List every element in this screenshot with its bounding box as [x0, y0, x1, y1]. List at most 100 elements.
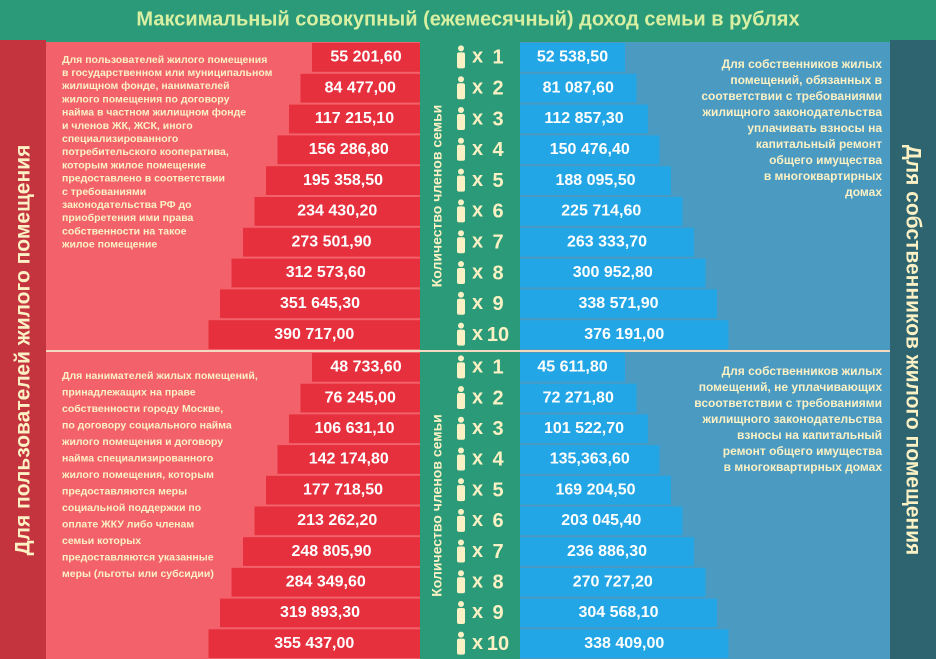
icon-head: [458, 600, 464, 607]
icon-head: [458, 386, 464, 393]
icon-body: [457, 114, 465, 130]
left-value: 390 717,00: [274, 326, 354, 343]
left-value: 177 718,50: [303, 481, 383, 498]
right-bar: [520, 414, 648, 444]
left-bar: [243, 227, 420, 257]
right-bar: [520, 258, 706, 288]
right-bar: [520, 320, 729, 349]
person-icon: [457, 416, 465, 440]
icon-body: [457, 515, 465, 532]
right-description: капитальный ремонт: [756, 137, 882, 151]
right-value: 338 571,90: [578, 295, 658, 312]
right-bar: [520, 43, 625, 72]
person-icon: [457, 355, 465, 379]
right-value: 304 568,10: [578, 604, 658, 621]
member-count: 1: [492, 357, 503, 379]
left-value: 142 174,80: [309, 451, 389, 468]
left-bar: [220, 598, 420, 628]
right-value: 150 476,40: [550, 141, 630, 158]
left-value: 284 349,60: [286, 573, 366, 590]
times-sign: x: [472, 169, 483, 191]
left-value: 273 501,90: [291, 233, 371, 250]
person-icon: [457, 168, 465, 192]
person-icon: [457, 45, 465, 69]
right-description: взносы на капитальный: [737, 428, 882, 442]
icon-body: [457, 144, 465, 161]
left-bar: [277, 445, 420, 474]
icon-head: [458, 570, 464, 577]
person-icon: [457, 291, 465, 315]
left-description: законодательства РФ до: [62, 199, 192, 211]
center-column: [420, 42, 520, 350]
left-value: 55 201,60: [330, 49, 401, 66]
member-count: 6: [492, 510, 503, 532]
left-bar: [289, 104, 420, 134]
right-description: всоответствии с требованиями: [694, 396, 882, 410]
left-value: 319 893,30: [280, 604, 360, 621]
icon-body: [457, 423, 465, 440]
left-description: предоставляются меры: [62, 485, 187, 497]
left-value: 117 215,10: [315, 110, 394, 127]
left-description: жилого помещения по договору: [61, 93, 230, 105]
times-sign: x: [472, 632, 483, 654]
left-bar: [312, 353, 420, 382]
icon-head: [458, 478, 464, 485]
left-description: жилищном фонде, нанимателей: [61, 80, 230, 92]
left-description: приобретения ими права: [62, 212, 194, 224]
icon-body: [457, 546, 465, 563]
right-description: жилищного законодательства: [702, 412, 883, 426]
right-value: 135,363,60: [550, 451, 630, 468]
left-bar: [289, 414, 420, 444]
right-bar: [520, 289, 717, 319]
person-icon: [457, 137, 465, 161]
right-description: Для собственников жилых: [722, 364, 883, 378]
left-description: жилое помещение: [61, 239, 157, 251]
icon-head: [458, 416, 464, 423]
icon-body: [457, 329, 465, 346]
right-description: в многоквартирных: [764, 169, 882, 183]
left-value: 84 477,00: [325, 79, 396, 96]
left-bar: [231, 567, 420, 597]
person-icon: [457, 508, 465, 532]
member-count: 9: [492, 602, 503, 624]
icon-body: [457, 362, 465, 379]
icon-head: [458, 137, 464, 144]
left-description: специализированного: [62, 133, 178, 145]
center-column: [420, 352, 520, 659]
right-description: уплачивать взносы на: [747, 121, 882, 135]
right-description: соответствии с требованиями: [701, 89, 882, 103]
icon-body: [457, 206, 465, 223]
member-count: 2: [492, 77, 503, 99]
right-bar: [520, 629, 729, 658]
right-value: 236 886,30: [567, 543, 647, 560]
icon-head: [458, 539, 464, 546]
center-label: Количество членов семьи: [429, 414, 445, 597]
icon-body: [457, 607, 465, 624]
left-description: жилого помещения и договору: [61, 436, 223, 448]
times-sign: x: [472, 509, 483, 531]
right-value: 169 204,50: [555, 481, 635, 498]
left-value: 48 733,60: [330, 359, 401, 376]
left-value: 195 358,50: [303, 172, 383, 189]
member-count: 8: [492, 572, 503, 594]
right-value: 112 857,30: [544, 110, 623, 127]
left-bar: [300, 73, 420, 103]
left-description: собственности городу Москве,: [62, 403, 223, 415]
right-value: 263 333,70: [567, 233, 647, 250]
left-description: Для нанимателей жилых помещений,: [62, 370, 258, 382]
left-value: 76 245,00: [325, 389, 396, 406]
times-sign: x: [472, 230, 483, 252]
icon-body: [457, 298, 465, 315]
left-band: [0, 40, 46, 659]
right-value: 81 087,60: [543, 79, 614, 96]
left-label: Для пользователей жилого помещения: [12, 145, 35, 556]
center-label: Количество членов семьи: [429, 105, 445, 288]
left-description: собственности на такое: [62, 225, 187, 237]
left-bar: [254, 197, 420, 226]
title-bar: [0, 0, 936, 40]
member-count: 5: [492, 170, 503, 192]
times-sign: x: [472, 540, 483, 562]
right-bar: [520, 383, 637, 413]
left-bar: [254, 506, 420, 536]
